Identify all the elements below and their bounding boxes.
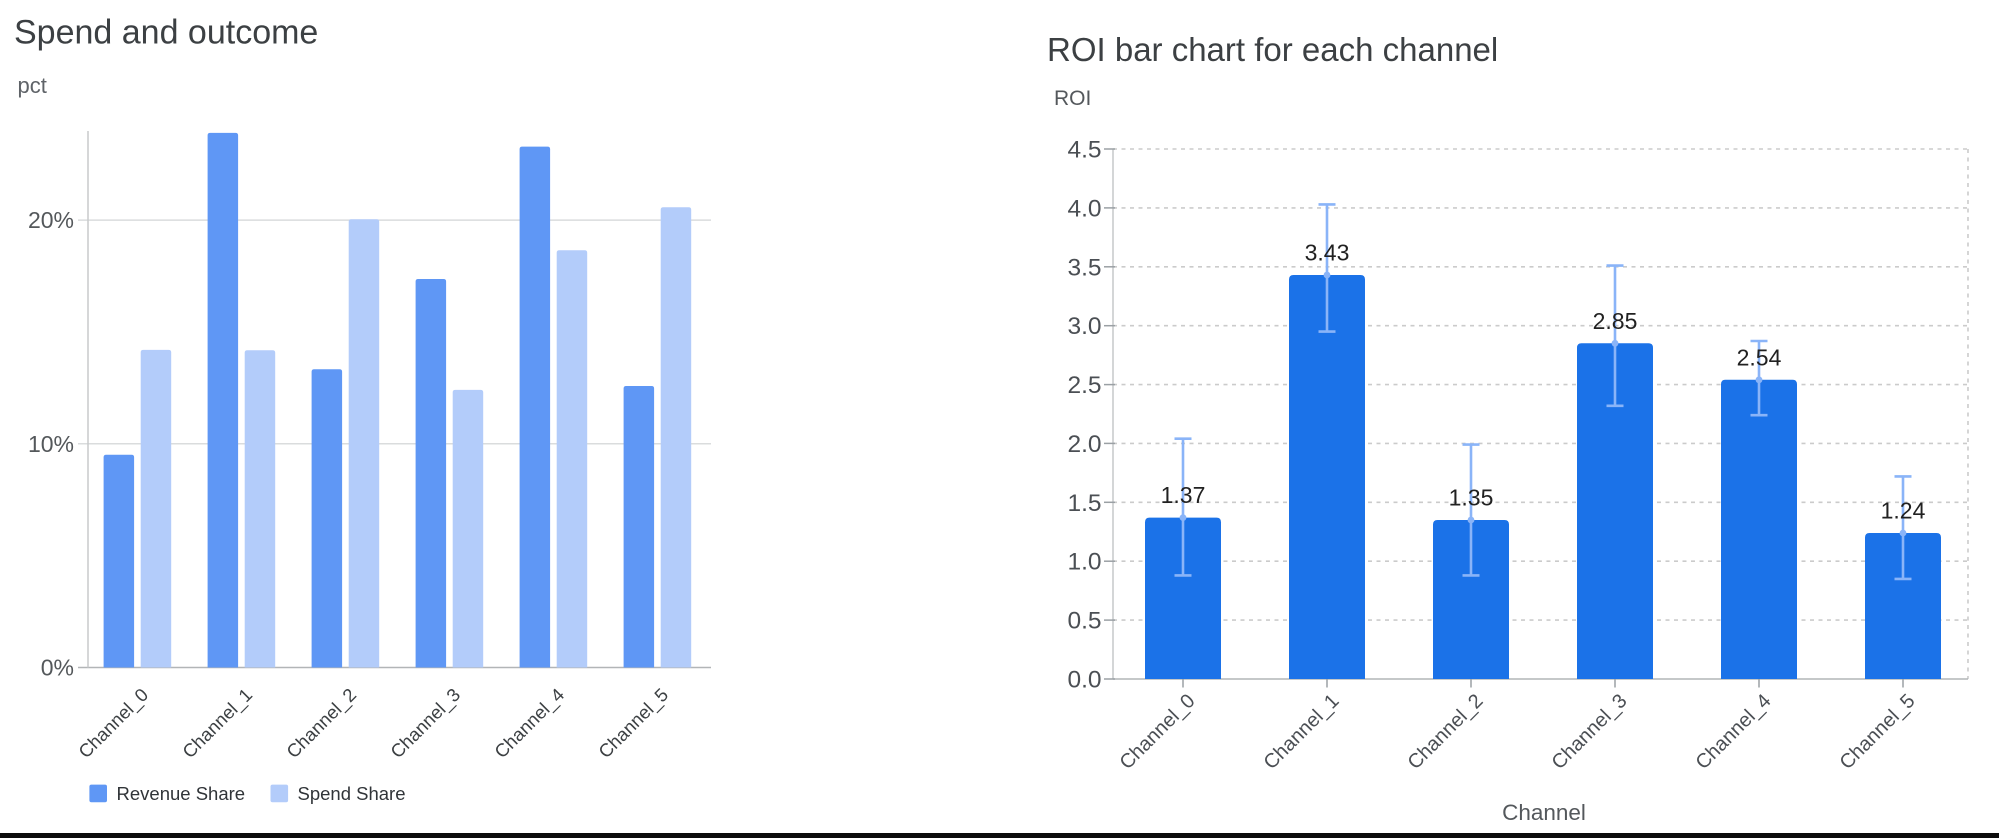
svg-text:Spend Share: Spend Share xyxy=(298,783,406,804)
svg-text:ROI: ROI xyxy=(1054,87,1091,110)
svg-text:2.85: 2.85 xyxy=(1593,308,1638,334)
svg-text:0.0: 0.0 xyxy=(1067,667,1101,694)
svg-text:Spend and outcome: Spend and outcome xyxy=(14,14,318,52)
svg-text:3.0: 3.0 xyxy=(1067,313,1101,340)
svg-text:2.0: 2.0 xyxy=(1067,431,1101,458)
svg-text:Revenue Share: Revenue Share xyxy=(117,783,246,804)
svg-text:ROI bar chart for each channel: ROI bar chart for each channel xyxy=(1047,31,1498,68)
svg-text:1.5: 1.5 xyxy=(1067,490,1101,517)
svg-text:pct: pct xyxy=(18,73,47,98)
svg-text:3.43: 3.43 xyxy=(1305,240,1350,266)
svg-text:0.5: 0.5 xyxy=(1067,608,1101,635)
svg-text:Channel: Channel xyxy=(1502,800,1586,825)
svg-text:4.0: 4.0 xyxy=(1067,195,1101,222)
svg-text:2.5: 2.5 xyxy=(1067,372,1101,399)
svg-text:20%: 20% xyxy=(28,207,74,233)
svg-text:10%: 10% xyxy=(28,431,74,457)
svg-text:1.24: 1.24 xyxy=(1881,498,1926,524)
svg-text:0%: 0% xyxy=(41,655,74,681)
svg-text:4.5: 4.5 xyxy=(1067,137,1101,164)
svg-text:1.0: 1.0 xyxy=(1067,549,1101,576)
svg-text:1.35: 1.35 xyxy=(1449,485,1494,511)
svg-text:2.54: 2.54 xyxy=(1737,344,1782,370)
svg-text:1.37: 1.37 xyxy=(1161,482,1206,508)
svg-text:3.5: 3.5 xyxy=(1067,254,1101,281)
